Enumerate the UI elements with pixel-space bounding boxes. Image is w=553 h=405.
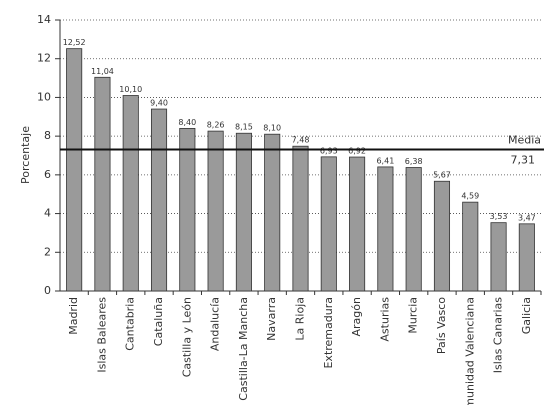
y-tick-label: 4 [44, 207, 51, 220]
x-tick-label: Islas Canarias [492, 297, 505, 373]
x-tick-label: Asturias [378, 297, 391, 342]
value-label: 8,10 [263, 124, 281, 133]
bar [377, 166, 394, 292]
bar [179, 127, 196, 292]
x-tick-label: Galicia [520, 297, 533, 334]
bar [320, 156, 337, 292]
value-label: 10,10 [119, 85, 142, 94]
value-label: 8,40 [178, 118, 196, 127]
y-tick-label: 0 [44, 284, 51, 297]
value-label: 6,38 [405, 157, 423, 166]
value-label: 3,53 [490, 212, 508, 221]
bar [490, 222, 507, 292]
bar [66, 48, 83, 292]
bar [405, 167, 422, 292]
value-label: 6,41 [376, 156, 394, 165]
bar [292, 145, 309, 292]
bar [235, 132, 252, 292]
value-label: 4,59 [461, 192, 479, 201]
y-tick-label: 10 [37, 90, 51, 103]
x-tick-label: Castilla-La Mancha [237, 297, 250, 401]
y-tick-label: 2 [44, 245, 51, 258]
x-tick-label: Comunidad Valenciana [463, 297, 476, 405]
value-label: 3,47 [518, 213, 536, 222]
value-label: 8,26 [207, 121, 225, 130]
value-label: 9,40 [150, 99, 168, 108]
bar [518, 223, 535, 292]
x-tick-label: Andalucía [209, 297, 222, 351]
value-label: 5,67 [433, 171, 451, 180]
value-label: 6,93 [320, 146, 338, 155]
value-label: 12,52 [63, 38, 86, 47]
y-tick-label: 6 [44, 168, 51, 181]
bar [264, 133, 281, 292]
value-label: 11,04 [91, 67, 114, 76]
y-tick-label: 12 [37, 52, 51, 65]
value-label: 7,48 [292, 136, 310, 145]
y-tick-label: 8 [44, 129, 51, 142]
mean-label: 7,31 [511, 153, 536, 166]
x-tick-label: Cataluña [152, 297, 165, 346]
x-tick-label: Navarra [265, 297, 278, 341]
x-tick-label: Islas Baleares [95, 297, 108, 373]
bar [94, 76, 111, 292]
x-tick-label: País Vasco [435, 297, 448, 354]
x-tick-label: Aragón [350, 297, 363, 337]
bar [349, 156, 366, 292]
y-tick-label: 14 [37, 13, 51, 26]
bar [150, 108, 168, 292]
x-tick-label: Murcia [407, 297, 420, 334]
bar [122, 95, 139, 292]
x-tick-label: Castilla y León [180, 297, 193, 377]
x-tick-label: Extremadura [322, 297, 335, 369]
bar [462, 201, 479, 292]
bar [207, 130, 224, 292]
x-tick-label: La Rioja [294, 297, 307, 341]
y-axis-label: Porcentaje [19, 126, 32, 184]
mean-name: Media [508, 133, 541, 146]
value-label: 8,15 [235, 123, 253, 132]
x-tick-label: Cantabria [124, 297, 137, 351]
value-label: 6,92 [348, 147, 366, 156]
x-tick-label: Madrid [67, 297, 80, 335]
bar [433, 180, 451, 292]
